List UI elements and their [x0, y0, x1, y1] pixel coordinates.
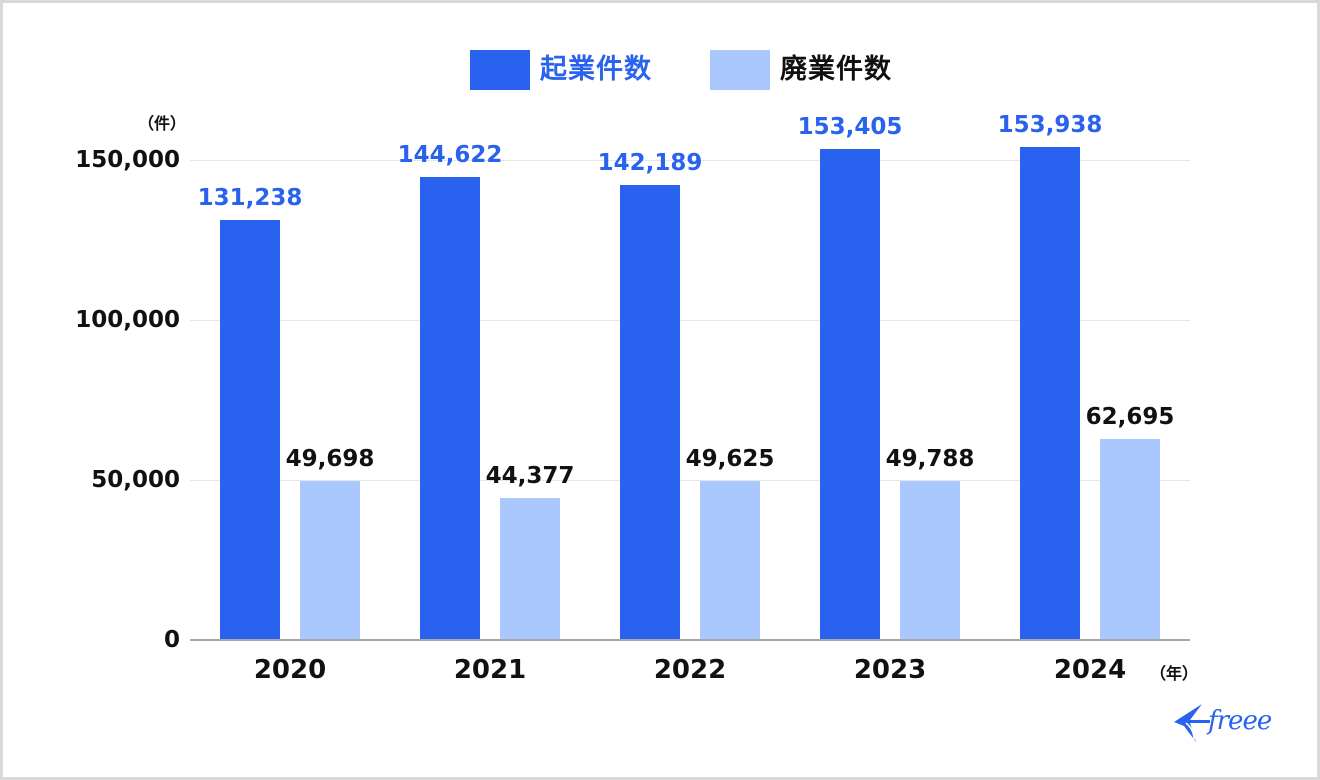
value-label-startup-2021: 144,622 — [397, 142, 503, 168]
y-tick-label: 50,000 — [91, 467, 180, 493]
x-tick-label: 2024 — [1053, 655, 1127, 685]
bar-closure-2024 — [1100, 439, 1160, 640]
bar-startup-2024 — [1020, 147, 1080, 640]
legend-label-closure: 廃業件数 — [780, 54, 892, 85]
x-tick-label: 2021 — [453, 655, 527, 685]
y-tick-label: 100,000 — [75, 307, 180, 333]
logo-text: freee — [1208, 706, 1272, 736]
bar-closure-2020 — [300, 481, 360, 640]
value-label-closure-2020: 49,698 — [285, 446, 375, 472]
bar-startup-2022 — [620, 185, 680, 640]
gridline-150000 — [190, 160, 1190, 161]
value-label-startup-2024: 153,938 — [997, 112, 1103, 138]
value-label-startup-2020: 131,238 — [197, 185, 303, 211]
bar-closure-2023 — [900, 481, 960, 640]
x-axis-line — [190, 639, 1190, 641]
gridline-100000 — [190, 320, 1190, 321]
freee-logo: freee — [1172, 700, 1292, 750]
value-label-startup-2022: 142,189 — [597, 150, 703, 176]
value-label-closure-2024: 62,695 — [1085, 404, 1175, 430]
y-axis-unit: （件） — [138, 114, 187, 133]
y-tick-label: 150,000 — [75, 147, 180, 173]
y-tick-label: 0 — [163, 627, 180, 653]
x-tick-label: 2023 — [853, 655, 927, 685]
value-label-closure-2022: 49,625 — [685, 446, 775, 472]
value-label-closure-2021: 44,377 — [485, 463, 575, 489]
bar-startup-2021 — [420, 177, 480, 640]
x-tick-label: 2020 — [253, 655, 327, 685]
bar-closure-2022 — [700, 481, 760, 640]
value-label-startup-2023: 153,405 — [797, 114, 903, 140]
value-label-closure-2023: 49,788 — [885, 446, 975, 472]
legend-label-startup: 起業件数 — [540, 54, 652, 85]
legend-swatch-closure — [710, 50, 770, 90]
bar-startup-2020 — [220, 220, 280, 640]
gridline-50000 — [190, 480, 1190, 481]
x-axis-unit: （年） — [1150, 664, 1199, 683]
swallow-bird-icon — [1174, 704, 1210, 742]
bar-closure-2021 — [500, 498, 560, 640]
legend-swatch-startup — [470, 50, 530, 90]
bar-startup-2023 — [820, 149, 880, 640]
x-tick-label: 2022 — [653, 655, 727, 685]
